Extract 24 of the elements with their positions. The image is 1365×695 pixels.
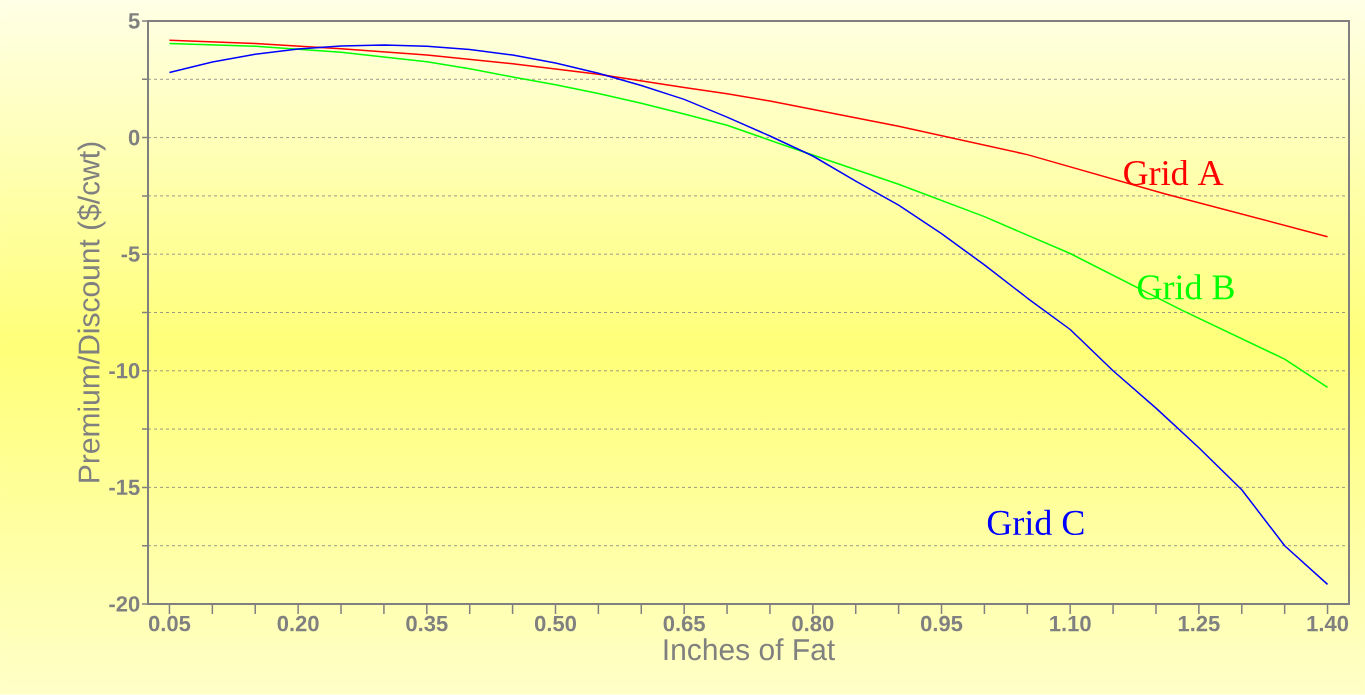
x-tick-label: 0.80: [792, 615, 834, 632]
y-tick-label: -10: [109, 362, 140, 379]
series-label: Grid B: [1137, 274, 1234, 300]
x-tick-label: 0.65: [663, 615, 705, 632]
x-tick-label: 1.10: [1050, 615, 1091, 632]
x-tick-label: 0.50: [534, 615, 576, 632]
y-tick-label: 0: [128, 129, 140, 146]
text: Grid C: [987, 509, 1084, 536]
x-tick-label: 1.25: [1178, 615, 1220, 632]
y-tick-label: 5: [128, 13, 140, 29]
x-tick-label: 0.20: [277, 615, 319, 632]
line-series: [168, 44, 1329, 586]
x-tick-label: 1.40: [1307, 615, 1349, 632]
line-series: [168, 39, 1329, 238]
y-tick-label: -15: [109, 479, 140, 496]
x-tick-label: 0.95: [920, 615, 963, 632]
x-tick-label: 0.35: [406, 615, 448, 632]
x-axis-title: Inches of Fat: [664, 638, 835, 661]
x-tick-label: 0.05: [148, 615, 191, 632]
y-tick-label: -5: [121, 246, 140, 262]
series-label: Grid A: [1124, 159, 1224, 186]
y-axis-title: Premium/Discount ($/cwt): [77, 142, 106, 482]
line-series: [168, 42, 1329, 389]
y-tick-label: -20: [109, 596, 140, 612]
